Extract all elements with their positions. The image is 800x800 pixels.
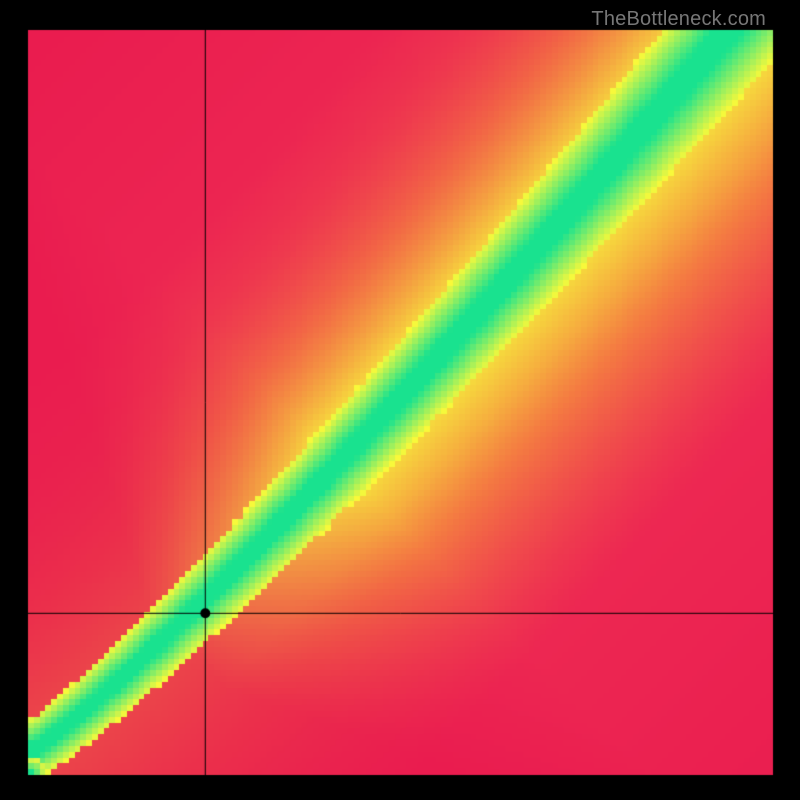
chart-container: TheBottleneck.com <box>0 0 800 800</box>
watermark-text: TheBottleneck.com <box>591 8 766 31</box>
bottleneck-heatmap <box>0 0 800 800</box>
